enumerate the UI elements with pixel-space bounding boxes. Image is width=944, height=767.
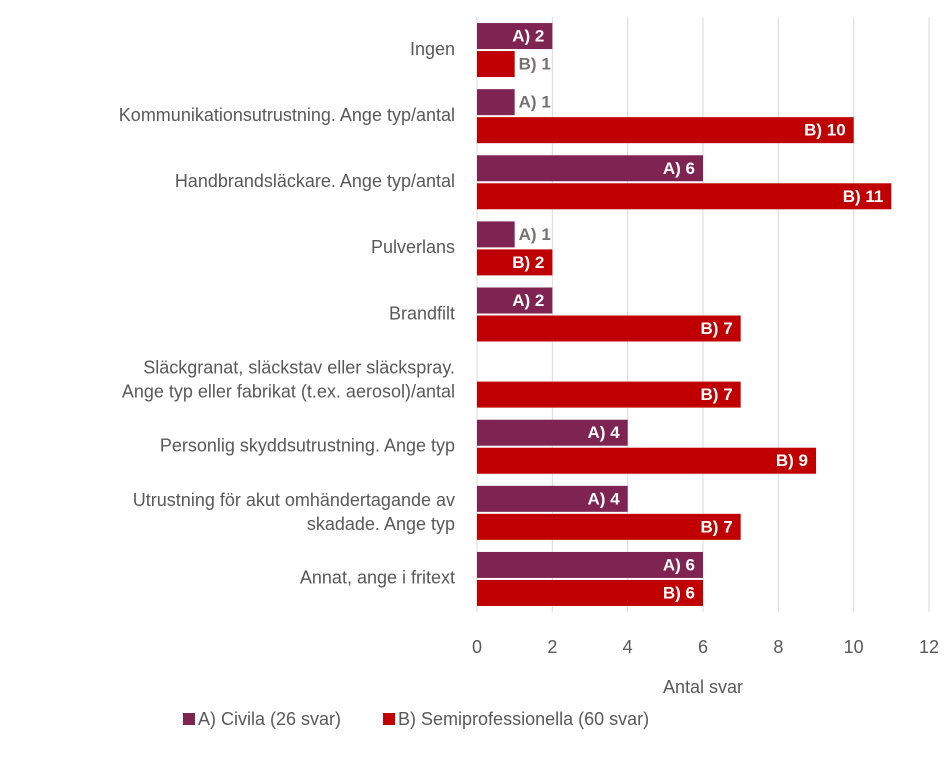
bar <box>477 485 628 512</box>
x-tick-label: 8 <box>773 637 783 657</box>
data-label: A) 2 <box>512 291 544 310</box>
data-label: A) 1 <box>519 225 551 244</box>
data-label: B) 10 <box>804 121 846 140</box>
data-label: A) 2 <box>512 27 544 46</box>
bar <box>477 381 741 408</box>
bar <box>477 513 741 540</box>
data-label: A) 6 <box>663 555 695 574</box>
data-label: B) 7 <box>701 385 733 404</box>
bar <box>477 579 703 606</box>
x-tick-label: 2 <box>547 637 557 657</box>
y-tick-label-line: skadade. Ange typ <box>307 514 455 534</box>
y-tick-label: Utrustning för akut omhändertagande av sk… <box>133 490 455 534</box>
legend-swatch <box>183 713 195 725</box>
legend-label: A) Civila (26 svar) <box>198 709 341 729</box>
bar <box>477 419 628 446</box>
bar <box>477 447 816 474</box>
data-label: B) 1 <box>519 55 551 74</box>
legend-swatch <box>383 713 396 725</box>
x-tick-label: 10 <box>844 637 864 657</box>
bar <box>477 183 892 210</box>
data-label: B) 6 <box>663 583 695 602</box>
x-axis-title: Antal svar <box>663 677 743 697</box>
y-tick-label: Kommunikationsutrustning. Ange typ/antal <box>119 105 455 125</box>
data-label: B) 7 <box>701 319 733 338</box>
data-label: B) 7 <box>701 517 733 536</box>
bar <box>477 249 553 276</box>
bar <box>477 221 515 248</box>
data-label: A) 4 <box>588 489 621 508</box>
x-tick-label: 4 <box>623 637 633 657</box>
y-tick-label-line: Släckgranat, släckstav eller släckspray. <box>143 357 455 377</box>
bar <box>477 155 703 182</box>
bar <box>477 23 553 50</box>
data-label: B) 9 <box>776 451 808 470</box>
y-tick-label: Släckgranat, släckstav eller släckspray.… <box>122 357 455 401</box>
bar <box>477 89 515 116</box>
y-tick-label: Pulverlans <box>371 237 455 257</box>
bar <box>477 287 553 314</box>
bar <box>477 117 854 144</box>
bar <box>477 315 741 342</box>
y-tick-label: Annat, ange i fritext <box>300 568 455 588</box>
data-label: B) 2 <box>512 253 544 272</box>
y-tick-label: Ingen <box>410 39 455 59</box>
data-label: B) 11 <box>843 187 884 206</box>
x-tick-label: 6 <box>698 637 708 657</box>
data-label: A) 4 <box>588 423 621 442</box>
data-label: A) 1 <box>519 93 551 112</box>
x-tick-label: 12 <box>919 637 939 657</box>
bar <box>477 51 515 78</box>
legend-label: B) Semiprofessionella (60 svar) <box>398 709 649 729</box>
y-tick-label-line: Utrustning för akut omhändertagande av <box>133 490 455 510</box>
bar <box>477 551 703 578</box>
y-tick-label: Brandfilt <box>389 303 455 323</box>
y-tick-label-line: Ange typ eller fabrikat (t.ex. aerosol)/… <box>122 381 455 401</box>
y-tick-label: Handbrandsläckare. Ange typ/antal <box>175 171 455 191</box>
data-label: A) 6 <box>663 159 695 178</box>
x-tick-label: 0 <box>472 637 482 657</box>
y-tick-label: Personlig skyddsutrustning. Ange typ <box>160 435 455 455</box>
